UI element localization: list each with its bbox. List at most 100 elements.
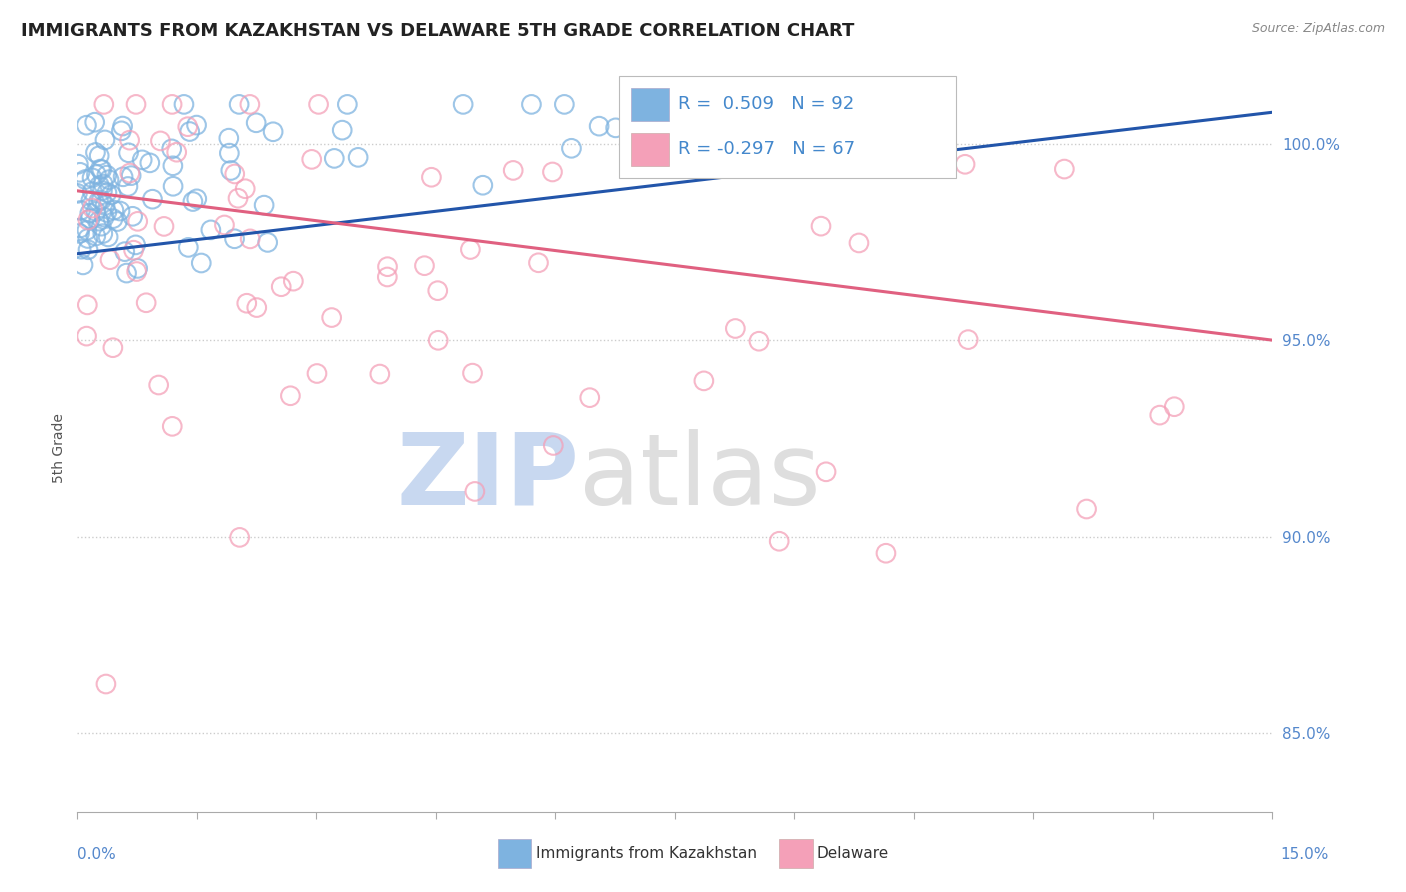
Point [141, 192, 163, 206]
Point [96, 205, 118, 219]
Point [427, 334, 450, 348]
Point [262, 125, 284, 139]
Point [1053, 162, 1076, 177]
Point [122, 243, 145, 257]
Point [139, 156, 162, 170]
Point [578, 391, 600, 405]
Point [502, 163, 524, 178]
Point [107, 214, 129, 228]
Point [100, 187, 122, 202]
Text: 0.0%: 0.0% [77, 847, 117, 862]
Point [127, 261, 149, 276]
Point [588, 119, 610, 133]
Point [117, 145, 139, 160]
Point [451, 97, 474, 112]
Point [236, 296, 259, 310]
Point [1163, 400, 1185, 414]
Point [953, 157, 976, 171]
Point [605, 120, 627, 135]
Point [94, 677, 117, 691]
Point [79, 211, 101, 226]
Point [91, 184, 114, 198]
Point [148, 378, 170, 392]
Point [118, 166, 141, 180]
Point [153, 219, 176, 234]
Point [75, 172, 97, 186]
Point [553, 97, 575, 112]
Point [76, 223, 98, 237]
Point [76, 231, 98, 245]
Point [101, 211, 124, 226]
Point [200, 223, 222, 237]
Point [98, 252, 121, 267]
Point [125, 264, 148, 278]
Point [79, 206, 101, 220]
Point [160, 97, 183, 112]
Text: R =  0.509   N = 92: R = 0.509 N = 92 [678, 95, 853, 113]
Point [91, 227, 114, 241]
Point [461, 366, 484, 380]
Point [270, 279, 292, 293]
Point [84, 145, 107, 160]
Point [80, 170, 103, 185]
Point [186, 118, 208, 132]
Text: ZIP: ZIP [396, 429, 579, 525]
Point [69, 203, 91, 218]
Point [228, 530, 250, 544]
Point [69, 227, 91, 241]
Point [112, 169, 135, 184]
Point [162, 179, 184, 194]
Point [86, 168, 108, 182]
Point [124, 238, 146, 252]
Y-axis label: 5th Grade: 5th Grade [52, 413, 66, 483]
Point [543, 438, 565, 452]
Point [89, 149, 111, 163]
Point [166, 145, 188, 160]
Point [114, 244, 136, 259]
Point [89, 178, 111, 193]
Point [330, 123, 353, 137]
Point [375, 270, 398, 285]
Point [377, 260, 399, 274]
Point [93, 97, 115, 112]
Point [321, 310, 343, 325]
Point [97, 230, 120, 244]
Text: R = -0.297   N = 67: R = -0.297 N = 67 [678, 140, 855, 158]
Point [693, 374, 716, 388]
Point [520, 97, 543, 112]
Point [118, 133, 141, 147]
Text: atlas: atlas [579, 429, 821, 525]
Point [108, 204, 131, 219]
Point [173, 97, 195, 112]
Point [218, 131, 240, 145]
Point [413, 259, 436, 273]
Point [219, 163, 242, 178]
Point [87, 194, 110, 209]
Point [80, 194, 103, 208]
Point [115, 266, 138, 280]
Point [848, 235, 870, 250]
Point [226, 191, 249, 205]
Text: Source: ZipAtlas.com: Source: ZipAtlas.com [1251, 22, 1385, 36]
Point [875, 546, 897, 560]
Point [89, 162, 111, 177]
Point [368, 367, 391, 381]
Point [162, 159, 184, 173]
Point [420, 170, 443, 185]
Point [94, 198, 117, 212]
Point [96, 186, 118, 200]
Point [90, 162, 112, 177]
Point [323, 152, 346, 166]
Text: Delaware: Delaware [817, 847, 889, 861]
Text: Immigrants from Kazakhstan: Immigrants from Kazakhstan [536, 847, 756, 861]
Point [69, 221, 91, 235]
Point [280, 389, 302, 403]
Point [96, 168, 118, 182]
Point [301, 153, 323, 167]
Point [76, 298, 98, 312]
Point [121, 209, 143, 223]
Point [91, 177, 114, 191]
Point [181, 194, 204, 209]
Text: 15.0%: 15.0% [1281, 847, 1329, 862]
Point [76, 329, 98, 343]
